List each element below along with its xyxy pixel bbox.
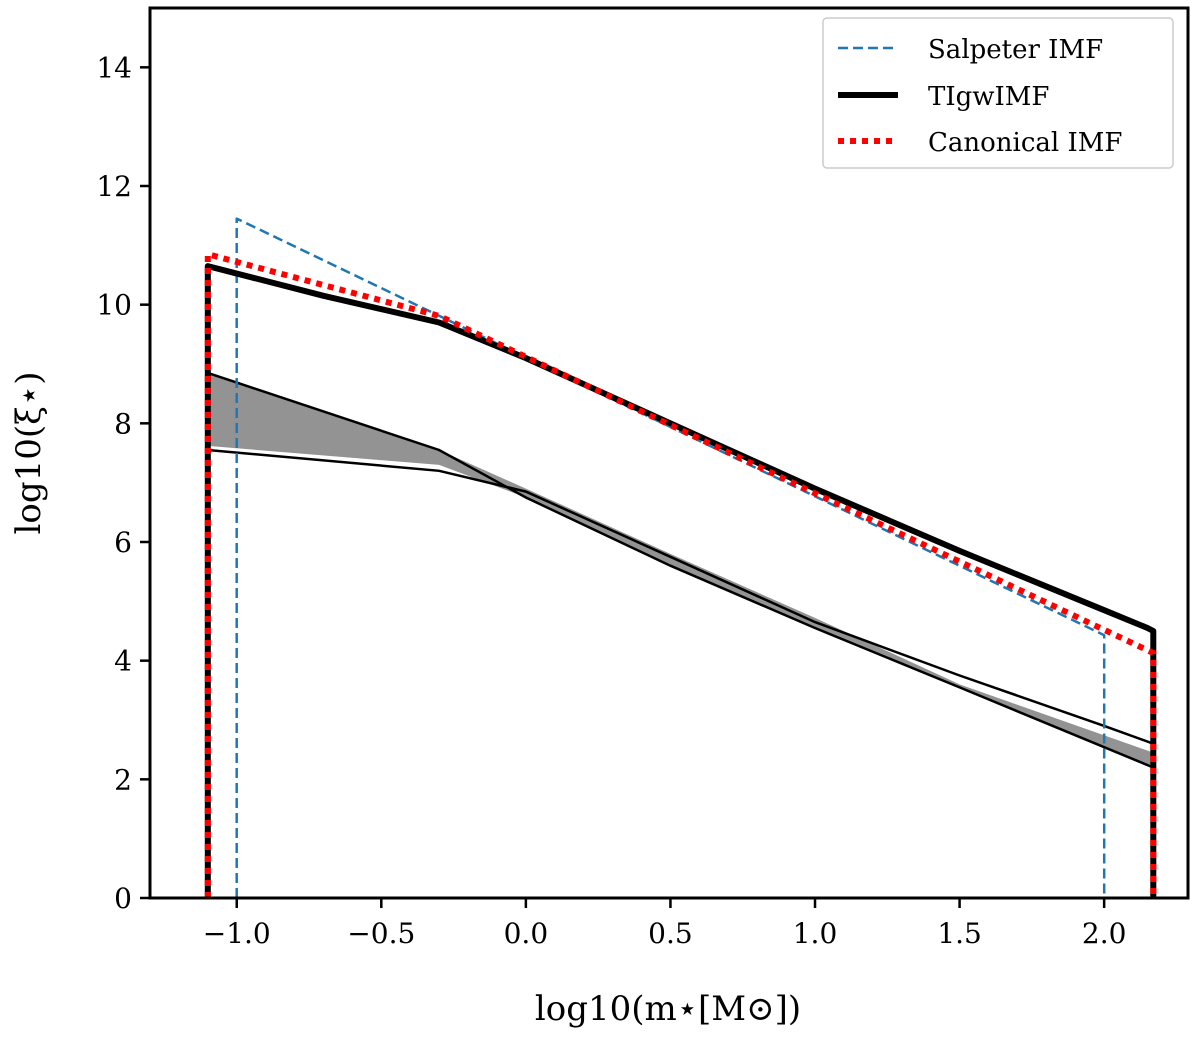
y-tick-label: 4	[114, 645, 132, 678]
x-tick-label: 1.0	[793, 917, 838, 950]
y-tick-label: 10	[96, 289, 132, 322]
legend-label-tigwimf: TIgwIMF	[928, 82, 1049, 112]
series-line-tigwimf	[204, 263, 1157, 898]
x-tick-label: 1.5	[937, 917, 982, 950]
y-tick-label: 6	[114, 526, 132, 559]
y-tick-label: 0	[114, 882, 132, 915]
x-tick-label: −0.5	[347, 917, 415, 950]
x-tick-label: 2.0	[1082, 917, 1127, 950]
legend: Salpeter IMF TIgwIMF Canonical IMF	[822, 17, 1174, 169]
series-line-canonical-imf	[204, 251, 1157, 898]
legend-label-salpeter: Salpeter IMF	[928, 35, 1103, 65]
y-tick-label: 12	[96, 170, 132, 203]
series-line-salpeter-imf	[235, 217, 1106, 898]
axes-frame	[148, 6, 1190, 900]
x-tick-label: 0.5	[648, 917, 693, 950]
plot-area	[204, 217, 1157, 898]
x-axis-label: log10(m⋆[M⊙])	[535, 989, 801, 1029]
y-tick-label: 2	[114, 763, 132, 796]
x-tick-label: −1.0	[203, 917, 271, 950]
legend-label-canonical: Canonical IMF	[928, 128, 1122, 158]
y-axis-label: log10(ξ⋆)	[9, 372, 49, 535]
y-tick-label: 8	[114, 407, 132, 440]
x-tick-label: 0.0	[504, 917, 549, 950]
y-tick-label: 14	[96, 51, 132, 84]
legend-box	[822, 17, 1174, 169]
thin-line-1	[207, 448, 1154, 745]
thin-line-0	[207, 371, 1154, 769]
axes: −1.0 −0.5 0.0 0.5 1.0 1.5 2.0 0 2 4 6 8 10 12 14	[96, 6, 1190, 950]
